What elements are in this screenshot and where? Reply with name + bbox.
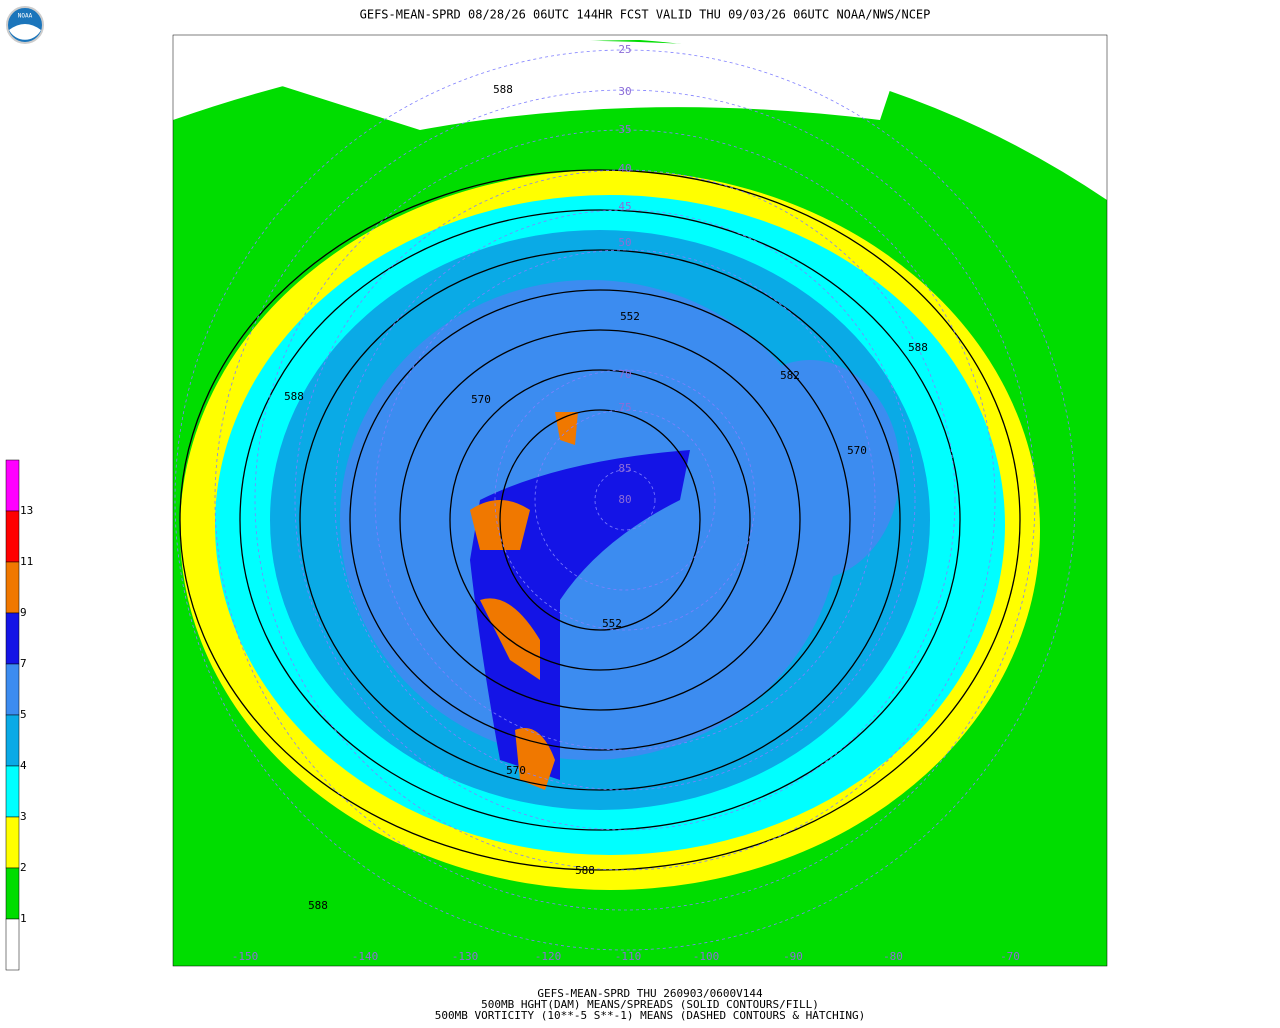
legend-label: 9 xyxy=(20,606,27,619)
map-labels: 588 552 588 582 588 570 570 552 570 588 588 25 30 35 4… xyxy=(232,43,1020,963)
lat-label: 35 xyxy=(618,123,631,136)
footer-line: 500MB HGHT(DAM) MEANS/SPREADS (SOLID CON… xyxy=(481,998,819,1011)
lat-label: 70 xyxy=(618,368,631,381)
lon-label: -130 xyxy=(452,950,479,963)
logo-text: NOAA xyxy=(18,13,33,20)
legend-swatch xyxy=(5,867,20,920)
legend-swatch xyxy=(5,663,20,716)
contour-label: 588 xyxy=(284,390,304,403)
lon-label: -90 xyxy=(783,950,803,963)
contour-label: 582 xyxy=(780,369,800,382)
title: GEFS-MEAN-SPRD 08/28/26 06UTC 144HR FCST… xyxy=(360,8,931,22)
footer-line: 500MB VORTICITY (10**-5 S**-1) MEANS (DA… xyxy=(435,1009,865,1022)
contour-label: 570 xyxy=(847,444,867,457)
legend-swatch xyxy=(5,510,20,563)
lat-label: 30 xyxy=(618,85,631,98)
legend-swatch xyxy=(5,918,20,971)
legend-swatch xyxy=(5,561,20,614)
legend-label: 7 xyxy=(20,657,27,670)
contour-label: 588 xyxy=(308,899,328,912)
lon-label: -120 xyxy=(535,950,562,963)
lon-label: -150 xyxy=(232,950,259,963)
contour-label: 588 xyxy=(493,83,513,96)
legend-label: 3 xyxy=(20,810,27,823)
legend-label: 5 xyxy=(20,708,27,721)
legend-swatch xyxy=(5,816,20,869)
legend-label: 11 xyxy=(20,555,33,568)
noaa-logo: NOAA xyxy=(6,6,44,44)
contour-label: 552 xyxy=(602,617,622,630)
contour-label: 552 xyxy=(620,310,640,323)
legend-label: 2 xyxy=(20,861,27,874)
legend-label: 13 xyxy=(20,504,33,517)
lat-label: 75 xyxy=(618,401,631,414)
lon-label: -110 xyxy=(615,950,642,963)
lat-label: 40 xyxy=(618,162,631,175)
contour-label: 588 xyxy=(908,341,928,354)
footer-line: GEFS-MEAN-SPRD THU 260903/0600V144 xyxy=(537,987,763,1000)
lat-label: 80 xyxy=(618,493,631,506)
lon-label: -80 xyxy=(883,950,903,963)
lat-label: 85 xyxy=(618,462,631,475)
legend-label: 1 xyxy=(20,912,27,925)
lon-label: -70 xyxy=(1000,950,1020,963)
contour-label: 570 xyxy=(506,764,526,777)
legend-swatch xyxy=(5,612,20,665)
map xyxy=(172,34,1108,967)
contour-label: 570 xyxy=(471,393,491,406)
legend-label: 4 xyxy=(20,759,27,772)
lat-label: 50 xyxy=(618,236,631,249)
lon-label: -100 xyxy=(693,950,720,963)
lat-label: 25 xyxy=(618,43,631,56)
lon-label: -140 xyxy=(352,950,379,963)
legend-swatch xyxy=(5,765,20,818)
legend-swatch xyxy=(5,714,20,767)
legend: 13 11 9 7 5 4 3 2 1 xyxy=(5,459,33,971)
contour-label: 588 xyxy=(575,864,595,877)
legend-swatch xyxy=(5,459,20,512)
lat-label: 45 xyxy=(618,200,631,213)
footer: GEFS-MEAN-SPRD THU 260903/0600V144500MB … xyxy=(435,987,865,1022)
